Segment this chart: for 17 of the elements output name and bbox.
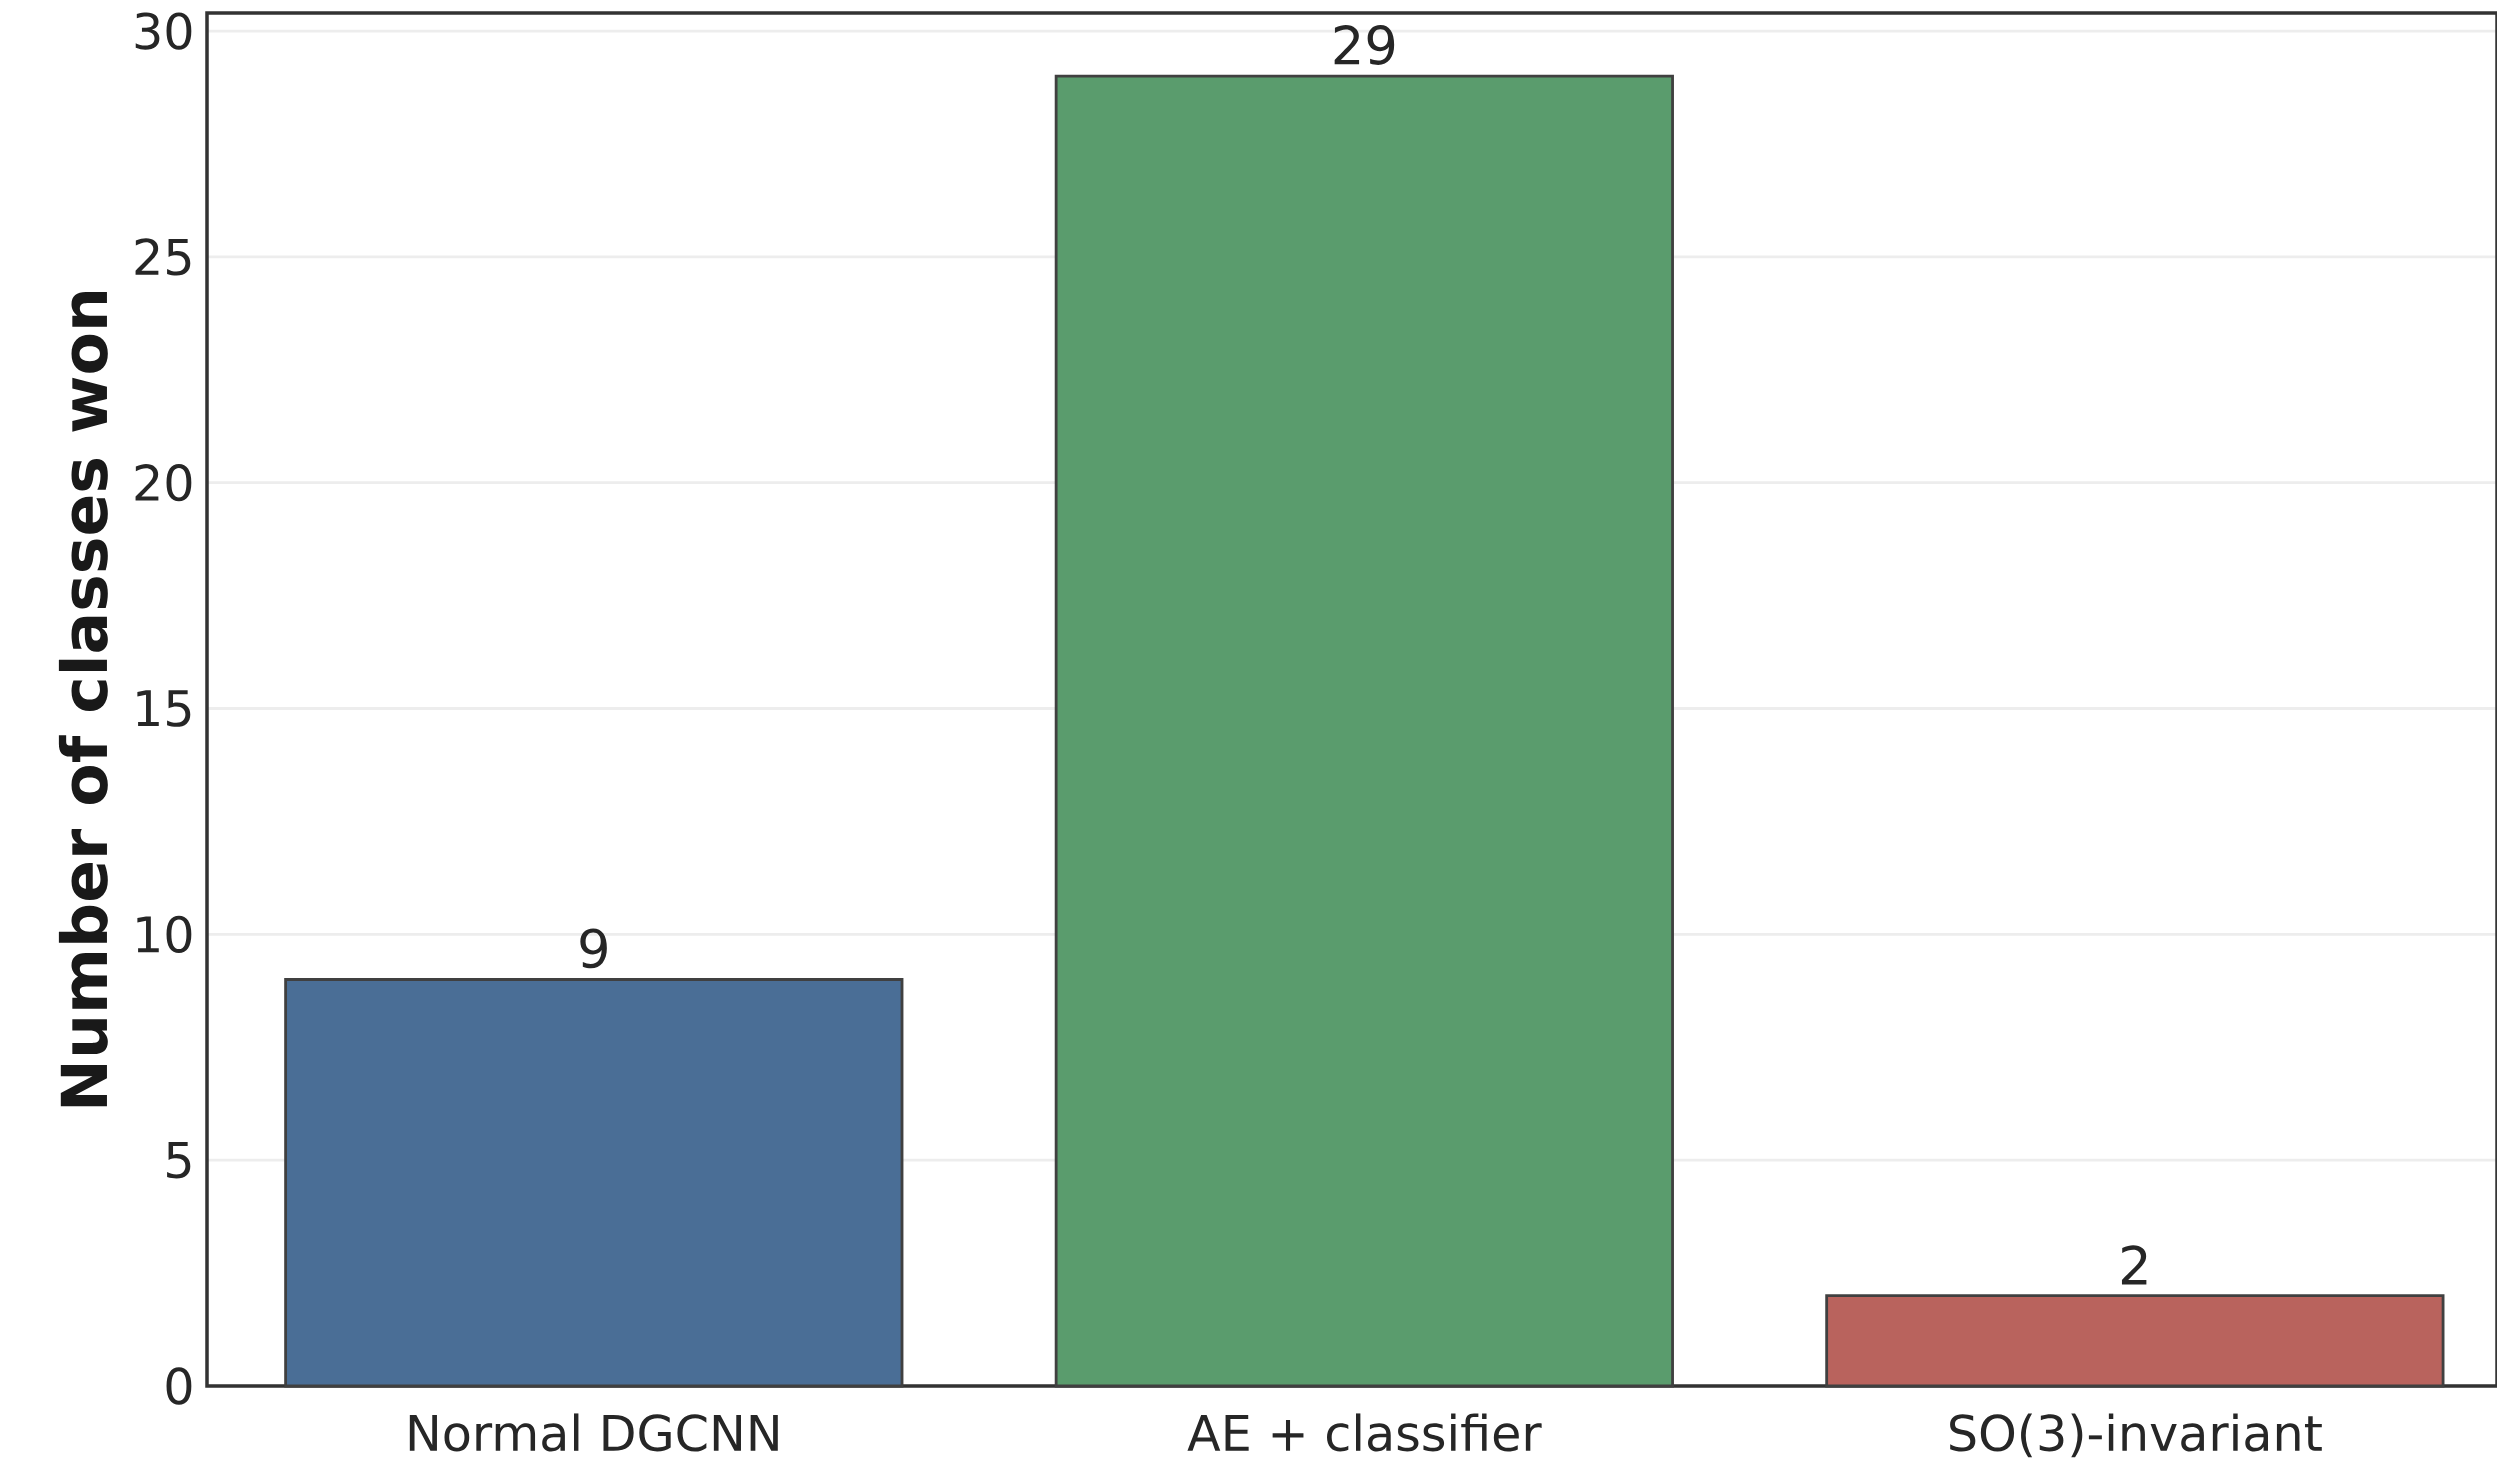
y-tick-label: 5 [167, 1141, 191, 1179]
data-label: 2 [2121, 1245, 2147, 1285]
y-tick-label: 10 [137, 915, 192, 953]
data-label: 29 [1334, 25, 1395, 65]
x-tick-label: Normal DGCNN [409, 1413, 778, 1452]
bar [1825, 1294, 2445, 1388]
bar [1054, 74, 1674, 1388]
y-tick-label: 20 [135, 464, 192, 502]
y-tick-label: 30 [135, 12, 192, 50]
y-tick-label: 15 [137, 690, 191, 727]
y-tick-label: 25 [135, 238, 191, 276]
x-tick-label: SO(3)-invariant [1950, 1413, 2322, 1458]
y-tick-label: 0 [166, 1367, 192, 1405]
y-axis-title: Number of classes won [58, 291, 108, 1107]
data-label: 9 [580, 928, 607, 969]
bar [284, 978, 904, 1388]
x-tick-label: AE + classifier [1187, 1413, 1542, 1452]
